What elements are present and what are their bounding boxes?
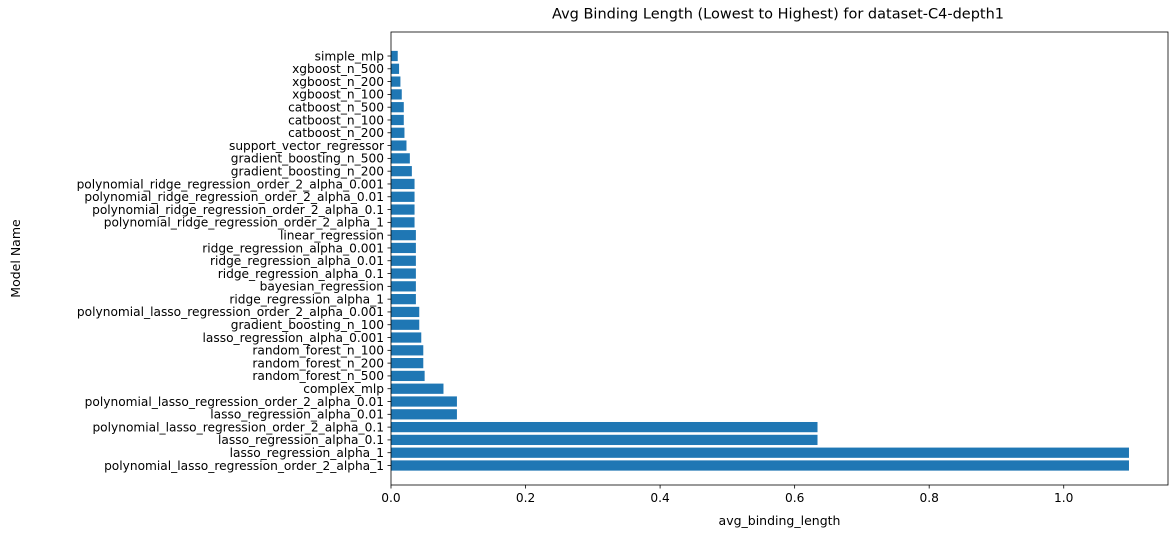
- y-tick-label: polynomial_ridge_regression_order_2_alph…: [104, 216, 384, 230]
- bar-ridge_regression_alpha_0.1: [391, 268, 416, 279]
- bar-polynomial_lasso_regression_order_2_alpha_1: [391, 460, 1129, 471]
- bar-xgboost_n_200: [391, 76, 401, 87]
- bar-gradient_boosting_n_200: [391, 166, 412, 177]
- bar-ridge_regression_alpha_1: [391, 294, 416, 305]
- y-tick-label: random_forest_n_100: [252, 344, 384, 358]
- y-tick-label: simple_mlp: [315, 49, 385, 63]
- y-tick-label: polynomial_ridge_regression_order_2_alph…: [77, 177, 384, 191]
- bar-random_forest_n_100: [391, 345, 424, 356]
- y-tick-label: gradient_boosting_n_200: [231, 164, 384, 178]
- y-tick-label: ridge_regression_alpha_1: [229, 292, 384, 306]
- bar-lasso_regression_alpha_0.001: [391, 332, 422, 343]
- y-tick-label: polynomial_lasso_regression_order_2_alph…: [77, 305, 384, 319]
- bar-linear_regression: [391, 230, 416, 241]
- y-tick-label: polynomial_lasso_regression_order_2_alph…: [92, 420, 384, 434]
- y-tick-label: catboost_n_100: [288, 113, 384, 127]
- bar-ridge_regression_alpha_0.01: [391, 255, 416, 266]
- y-tick-label: xgboost_n_500: [292, 62, 384, 76]
- y-tick-label: ridge_regression_alpha_0.1: [218, 267, 384, 281]
- x-tick-label: 0.0: [381, 491, 400, 505]
- y-tick-label: lasso_regression_alpha_1: [230, 446, 384, 460]
- y-axis-ticks: simple_mlpxgboost_n_500xgboost_n_200xgbo…: [77, 49, 391, 473]
- bars-group: [391, 50, 1129, 471]
- bar-polynomial_ridge_regression_order_2_alpha_0.01: [391, 191, 415, 202]
- bar-polynomial_lasso_regression_order_2_alpha_0.01: [391, 396, 457, 407]
- plot-frame: [390, 31, 1169, 486]
- y-tick-label: random_forest_n_500: [252, 369, 384, 383]
- bar-ridge_regression_alpha_0.001: [391, 242, 416, 254]
- y-tick-label: catboost_n_200: [288, 126, 384, 140]
- y-tick-label: bayesian_regression: [260, 280, 384, 294]
- x-tick-label: 0.6: [785, 491, 804, 505]
- y-tick-label: polynomial_lasso_regression_order_2_alph…: [85, 395, 384, 409]
- x-tick-label: 0.8: [919, 491, 938, 505]
- bar-gradient_boosting_n_500: [391, 153, 410, 164]
- x-tick-label: 0.2: [516, 491, 535, 505]
- bar-xgboost_n_100: [391, 89, 402, 100]
- y-tick-label: xgboost_n_100: [292, 88, 384, 102]
- y-tick-label: lasso_regression_alpha_0.1: [218, 433, 384, 447]
- bar-random_forest_n_200: [391, 358, 424, 369]
- y-tick-label: complex_mlp: [303, 382, 384, 396]
- y-tick-label: ridge_regression_alpha_0.01: [210, 254, 384, 268]
- y-tick-label: catboost_n_500: [288, 100, 384, 114]
- bar-polynomial_ridge_regression_order_2_alpha_0.001: [391, 178, 415, 190]
- x-tick-label: 1.0: [1054, 491, 1073, 505]
- y-tick-label: linear_regression: [280, 228, 384, 242]
- bar-polynomial_lasso_regression_order_2_alpha_0.1: [391, 421, 818, 433]
- bar-lasso_regression_alpha_1: [391, 447, 1129, 458]
- y-tick-label: lasso_regression_alpha_0.01: [210, 408, 384, 422]
- y-tick-label: lasso_regression_alpha_0.001: [203, 331, 384, 345]
- bar-support_vector_regressor: [391, 140, 407, 151]
- y-tick-label: gradient_boosting_n_100: [231, 318, 384, 332]
- y-tick-label: gradient_boosting_n_500: [231, 152, 384, 166]
- y-tick-label: support_vector_regressor: [229, 139, 385, 153]
- bar-gradient_boosting_n_100: [391, 319, 420, 330]
- y-tick-label: polynomial_ridge_regression_order_2_alph…: [92, 203, 384, 217]
- x-axis-ticks: 0.0 0.2 0.4 0.6 0.8 1.0: [381, 485, 1073, 505]
- bar-complex_mlp: [391, 383, 444, 394]
- x-axis-label: avg_binding_length: [719, 513, 841, 528]
- y-tick-label: random_forest_n_200: [252, 356, 384, 370]
- y-tick-label: polynomial_ridge_regression_order_2_alph…: [84, 190, 384, 204]
- chart-title: Avg Binding Length (Lowest to Highest) f…: [552, 7, 1004, 23]
- bar-polynomial_ridge_regression_order_2_alpha_1: [391, 217, 415, 228]
- x-tick-label: 0.4: [650, 491, 670, 505]
- y-tick-label: polynomial_lasso_regression_order_2_alph…: [104, 459, 384, 473]
- bar-polynomial_ridge_regression_order_2_alpha_0.1: [391, 204, 415, 215]
- bar-bayesian_regression: [391, 281, 416, 292]
- y-axis-label: Model Name: [8, 219, 23, 298]
- bar-lasso_regression_alpha_0.01: [391, 409, 457, 420]
- y-tick-label: xgboost_n_200: [292, 75, 384, 89]
- bar-catboost_n_200: [391, 127, 405, 138]
- y-tick-label: ridge_regression_alpha_0.001: [202, 241, 384, 255]
- bar-catboost_n_100: [391, 114, 404, 126]
- bar-catboost_n_500: [391, 102, 404, 113]
- bar-simple_mlp: [391, 50, 398, 62]
- bar-polynomial_lasso_regression_order_2_alpha_0.001: [391, 306, 420, 318]
- bar-random_forest_n_500: [391, 370, 425, 382]
- bar-lasso_regression_alpha_0.1: [391, 434, 818, 446]
- bar-xgboost_n_500: [391, 63, 400, 74]
